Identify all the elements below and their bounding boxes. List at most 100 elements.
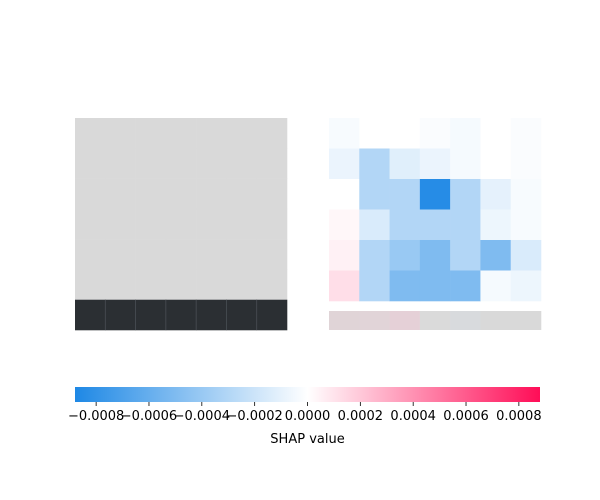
- input-pixel: [135, 299, 167, 331]
- shap-cell: [329, 270, 360, 302]
- shap-cell: [450, 148, 481, 180]
- shap-cell: [450, 179, 481, 210]
- background-strip-cell: [359, 311, 390, 330]
- input-pixel: [105, 299, 136, 331]
- shap-cell: [480, 270, 512, 302]
- shap-cell: [389, 270, 421, 302]
- input-image-panel: [75, 118, 288, 331]
- shap-cell: [480, 148, 512, 180]
- shap-cell: [510, 209, 542, 241]
- shap-cell: [359, 240, 390, 271]
- input-pixel: [105, 208, 136, 240]
- input-pixel: [256, 239, 288, 270]
- shap-cell: [510, 270, 542, 302]
- input-pixel: [196, 118, 227, 149]
- shap-cell: [359, 148, 390, 180]
- input-pixel: [75, 239, 106, 270]
- shap-cell: [359, 179, 390, 210]
- shap-cell: [419, 240, 451, 271]
- shap-heatmap-panel: [329, 118, 542, 330]
- input-pixel: [165, 208, 197, 240]
- shap-cell: [510, 240, 542, 271]
- input-pixel: [135, 178, 167, 210]
- colorbar: −0.0008−0.0006−0.0004−0.0002 0.0000 0.0002…: [68, 387, 542, 447]
- shap-cell: [389, 148, 421, 180]
- shap-cell: [510, 179, 542, 210]
- input-pixel: [135, 118, 167, 149]
- colorbar-tick-label: 0.0002: [338, 409, 384, 424]
- shap-cell: [389, 209, 421, 241]
- shap-cell: [419, 148, 451, 180]
- shap-cell: [419, 118, 451, 149]
- background-strip-cell: [329, 311, 360, 330]
- colorbar-tick-label: 0.0008: [496, 409, 542, 424]
- shap-cell: [450, 240, 481, 271]
- input-pixel: [226, 178, 258, 210]
- input-pixel: [105, 269, 136, 301]
- input-pixel: [75, 299, 106, 331]
- colorbar-tick-label: −0.0004: [174, 409, 230, 424]
- input-pixel: [196, 208, 227, 240]
- shap-cell: [389, 179, 421, 210]
- input-pixel: [226, 269, 258, 301]
- input-pixel: [256, 148, 288, 179]
- shap-cell: [419, 209, 451, 241]
- input-pixel: [75, 178, 106, 210]
- input-pixel: [165, 148, 197, 179]
- background-strip-cell: [450, 311, 481, 330]
- input-pixel: [105, 178, 136, 210]
- colorbar-xlabel: SHAP value: [270, 432, 344, 447]
- shap-cell: [389, 240, 421, 271]
- input-pixel: [226, 148, 258, 179]
- colorbar-tick-label: −0.0002: [226, 409, 282, 424]
- shap-cell: [419, 179, 451, 210]
- shap-cell: [510, 118, 542, 149]
- input-pixel: [226, 299, 258, 331]
- colorbar-tick-label: −0.0008: [68, 409, 124, 424]
- input-pixel: [135, 269, 167, 301]
- shap-cell: [510, 148, 542, 180]
- input-pixel: [105, 148, 136, 179]
- shap-cell: [329, 148, 360, 180]
- shap-cell: [480, 209, 512, 241]
- input-pixel: [256, 178, 288, 210]
- shap-cell: [419, 270, 451, 302]
- shap-cell: [450, 270, 481, 302]
- background-strip-cell: [419, 311, 451, 330]
- input-pixel: [75, 148, 106, 179]
- background-strip-cell: [389, 311, 421, 330]
- colorbar-tick-label: 0.0006: [443, 409, 489, 424]
- colorbar-ticks: −0.0008−0.0006−0.0004−0.0002 0.0000 0.0002…: [68, 402, 542, 424]
- colorbar-tick-label: 0.0004: [390, 409, 436, 424]
- shap-cell: [389, 118, 421, 149]
- input-pixel: [165, 239, 197, 270]
- input-pixel: [165, 178, 197, 210]
- input-pixel: [226, 239, 258, 270]
- shap-cell: [329, 118, 360, 149]
- input-pixel: [256, 118, 288, 149]
- input-pixel: [135, 208, 167, 240]
- input-pixel: [226, 208, 258, 240]
- input-pixel: [196, 269, 227, 301]
- input-pixel: [75, 118, 106, 149]
- input-pixel: [165, 118, 197, 149]
- input-pixel: [75, 208, 106, 240]
- input-pixel: [165, 269, 197, 301]
- input-pixel: [135, 239, 167, 270]
- background-strip-cell: [480, 311, 512, 330]
- shap-cell: [359, 209, 390, 241]
- input-pixel: [135, 148, 167, 179]
- input-pixel: [196, 178, 227, 210]
- shap-cell: [359, 270, 390, 302]
- shap-cell: [450, 209, 481, 241]
- background-strip-cell: [510, 311, 542, 330]
- shap-cell: [480, 118, 512, 149]
- input-pixel: [105, 239, 136, 270]
- shap-cell: [480, 179, 512, 210]
- shap-cell: [450, 118, 481, 149]
- input-pixel: [256, 208, 288, 240]
- colorbar-tick-label: −0.0006: [121, 409, 177, 424]
- colorbar-tick-label: 0.0000: [285, 409, 331, 424]
- input-pixel: [105, 118, 136, 149]
